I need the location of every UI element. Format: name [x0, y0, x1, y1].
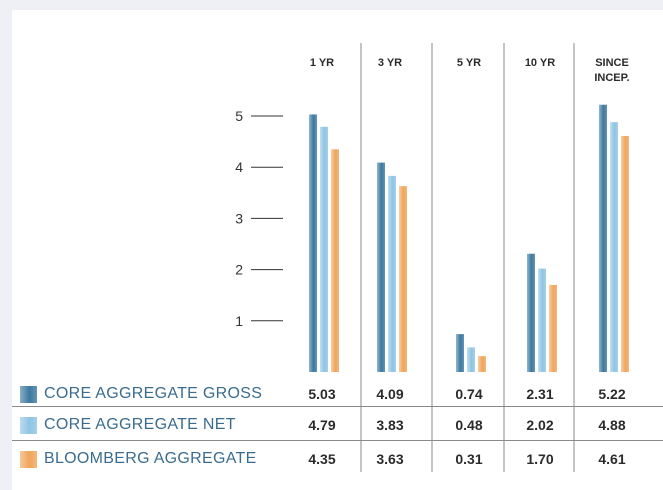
bar-0	[377, 162, 385, 372]
bar-1	[467, 347, 475, 372]
legend-swatch	[20, 451, 37, 468]
row-divider	[12, 440, 663, 441]
category-label: SINCE	[595, 57, 629, 69]
legend-row: BLOOMBERG AGGREGATE 4.35 3.63 0.31 1.70 4.61	[12, 445, 663, 475]
value-cell: 4.79	[308, 417, 336, 433]
value-cell: 4.35	[308, 451, 336, 467]
bar-1	[538, 268, 546, 372]
value-cell: 4.09	[376, 386, 404, 402]
bar-0	[527, 253, 535, 372]
row-divider	[12, 406, 663, 407]
value-cell: 0.31	[455, 451, 483, 467]
category-label: 10 YR	[525, 57, 555, 69]
bar-2	[549, 284, 557, 372]
legend-swatch	[20, 386, 37, 403]
legend-row: CORE AGGREGATE NET 4.79 3.83 0.48 2.02 4.88	[12, 411, 663, 441]
value-cell: 5.03	[308, 386, 336, 402]
legend-label: CORE AGGREGATE NET	[44, 416, 236, 433]
bar-0	[456, 334, 464, 372]
y-tick-label: 3	[235, 210, 243, 226]
value-cell: 3.83	[376, 417, 404, 433]
category-label: 1 YR	[310, 57, 334, 69]
value-cell: 3.63	[376, 451, 404, 467]
value-cell: 1.70	[526, 451, 554, 467]
category-label: 5 YR	[457, 57, 481, 69]
y-tick-label: 1	[235, 313, 243, 329]
bar-1	[388, 175, 396, 372]
bar-1	[610, 122, 618, 372]
category-label: 3 YR	[378, 57, 402, 69]
performance-chart-card: 1 2 3 4 5 1 YR 3 YR 5 YR 10 YR SINCE INCEP. CORE A…	[12, 10, 663, 490]
y-tick-label: 4	[235, 159, 243, 175]
legend-swatch	[20, 417, 37, 434]
value-cell: 5.22	[598, 386, 626, 402]
category-label: INCEP.	[594, 72, 629, 84]
bar-0	[599, 104, 607, 373]
bar-2	[331, 149, 339, 372]
value-cell: 0.74	[455, 386, 483, 402]
bar-2	[478, 356, 486, 372]
legend-row: CORE AGGREGATE GROSS 5.03 4.09 0.74 2.31 5.22	[12, 380, 663, 410]
bar-2	[399, 186, 407, 372]
value-cell: 4.61	[598, 451, 626, 467]
y-tick-label: 5	[235, 108, 243, 124]
bar-2	[621, 135, 629, 372]
bar-1	[320, 126, 328, 372]
y-tick-label: 2	[235, 262, 243, 278]
legend-label: CORE AGGREGATE GROSS	[44, 385, 263, 402]
value-cell: 2.02	[526, 417, 554, 433]
value-cell: 2.31	[526, 386, 554, 402]
value-cell: 0.48	[455, 417, 483, 433]
legend-label: BLOOMBERG AGGREGATE	[44, 450, 257, 467]
value-cell: 4.88	[598, 417, 626, 433]
bar-chart: 1 2 3 4 5 1 YR 3 YR 5 YR 10 YR SINCE INCEP.	[235, 43, 630, 472]
bar-0	[309, 114, 317, 373]
